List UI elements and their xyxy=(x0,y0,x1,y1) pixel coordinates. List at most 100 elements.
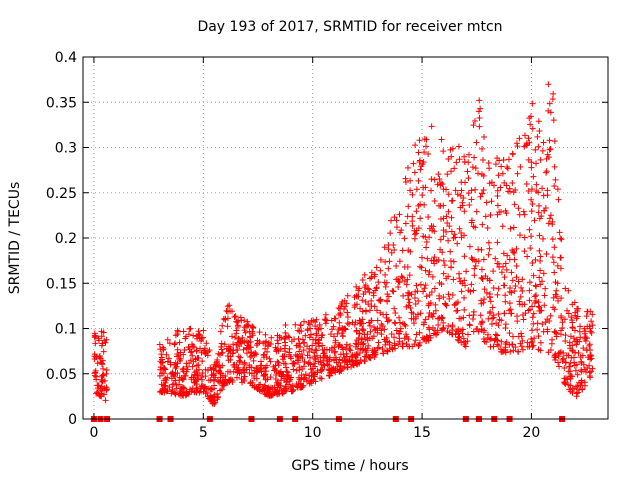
data-point xyxy=(190,332,197,339)
data-point xyxy=(503,266,510,273)
data-point xyxy=(416,159,423,166)
data-point xyxy=(500,282,507,289)
data-point xyxy=(547,145,554,152)
data-point xyxy=(554,262,561,269)
data-point xyxy=(376,297,383,304)
data-point xyxy=(526,287,533,294)
data-point xyxy=(158,351,165,358)
data-point xyxy=(470,312,477,319)
data-point xyxy=(489,304,496,311)
data-point xyxy=(301,339,308,346)
data-point xyxy=(244,318,251,325)
data-point xyxy=(344,364,351,371)
data-point xyxy=(261,387,268,394)
data-point xyxy=(187,349,194,356)
data-point xyxy=(240,346,247,353)
data-point xyxy=(331,333,338,340)
data-point xyxy=(453,159,460,166)
data-point xyxy=(262,331,269,338)
data-point xyxy=(431,197,438,204)
data-point xyxy=(463,268,470,275)
data-point xyxy=(537,339,544,346)
data-point xyxy=(359,297,366,304)
data-point xyxy=(163,388,170,395)
data-point xyxy=(475,246,482,253)
data-point xyxy=(490,343,497,350)
data-point xyxy=(421,319,428,326)
data-point xyxy=(310,336,317,343)
data-point xyxy=(174,327,181,334)
data-point xyxy=(397,325,404,332)
data-point xyxy=(589,311,596,318)
data-point xyxy=(164,358,171,365)
data-point xyxy=(357,357,364,364)
data-point xyxy=(367,275,374,282)
data-point xyxy=(403,341,410,348)
data-point xyxy=(428,123,435,130)
data-point xyxy=(480,187,487,194)
data-point xyxy=(350,361,357,368)
data-point xyxy=(544,151,551,158)
data-point xyxy=(584,365,591,372)
data-point xyxy=(307,361,314,368)
data-point xyxy=(461,341,468,348)
data-point xyxy=(445,191,452,198)
data-point xyxy=(499,170,506,177)
data-point xyxy=(479,221,486,228)
data-point xyxy=(512,187,519,194)
data-point xyxy=(546,100,553,107)
data-point xyxy=(529,125,536,132)
data-point xyxy=(181,346,188,353)
data-point xyxy=(246,333,253,340)
data-point xyxy=(507,225,514,232)
data-point xyxy=(403,331,410,338)
data-point xyxy=(409,191,416,198)
data-point xyxy=(281,336,288,343)
data-point xyxy=(440,233,447,240)
data-point xyxy=(180,384,187,391)
data-point xyxy=(510,347,517,354)
data-point xyxy=(184,390,191,397)
data-point xyxy=(510,248,517,255)
data-point xyxy=(404,263,411,270)
data-point xyxy=(377,297,384,304)
data-point xyxy=(338,330,345,337)
data-point xyxy=(528,186,535,193)
data-point xyxy=(506,288,513,295)
data-point xyxy=(222,373,229,380)
data-point xyxy=(574,389,581,396)
data-point xyxy=(422,267,429,274)
data-point xyxy=(502,298,509,305)
data-point xyxy=(199,358,206,365)
data-point xyxy=(157,366,164,373)
data-point xyxy=(449,145,456,152)
data-point xyxy=(193,367,200,374)
data-point xyxy=(314,325,321,332)
data-point xyxy=(196,366,203,373)
data-point xyxy=(456,333,463,340)
data-point xyxy=(509,179,516,186)
data-point xyxy=(445,208,452,215)
data-point xyxy=(571,354,578,361)
data-point xyxy=(445,323,452,330)
data-point xyxy=(346,346,353,353)
data-point xyxy=(495,342,502,349)
data-point xyxy=(322,311,329,318)
data-point xyxy=(391,319,398,326)
data-point xyxy=(395,341,402,348)
data-point xyxy=(247,380,254,387)
data-point xyxy=(365,319,372,326)
data-point xyxy=(315,337,322,344)
data-point xyxy=(440,227,447,234)
data-point xyxy=(194,372,201,379)
data-point xyxy=(567,363,574,370)
data-point xyxy=(298,375,305,382)
data-point xyxy=(279,356,286,363)
data-point xyxy=(319,332,326,339)
data-point xyxy=(510,224,517,231)
data-point xyxy=(480,256,487,263)
data-point xyxy=(505,156,512,163)
data-point xyxy=(568,314,575,321)
data-point xyxy=(294,357,301,364)
